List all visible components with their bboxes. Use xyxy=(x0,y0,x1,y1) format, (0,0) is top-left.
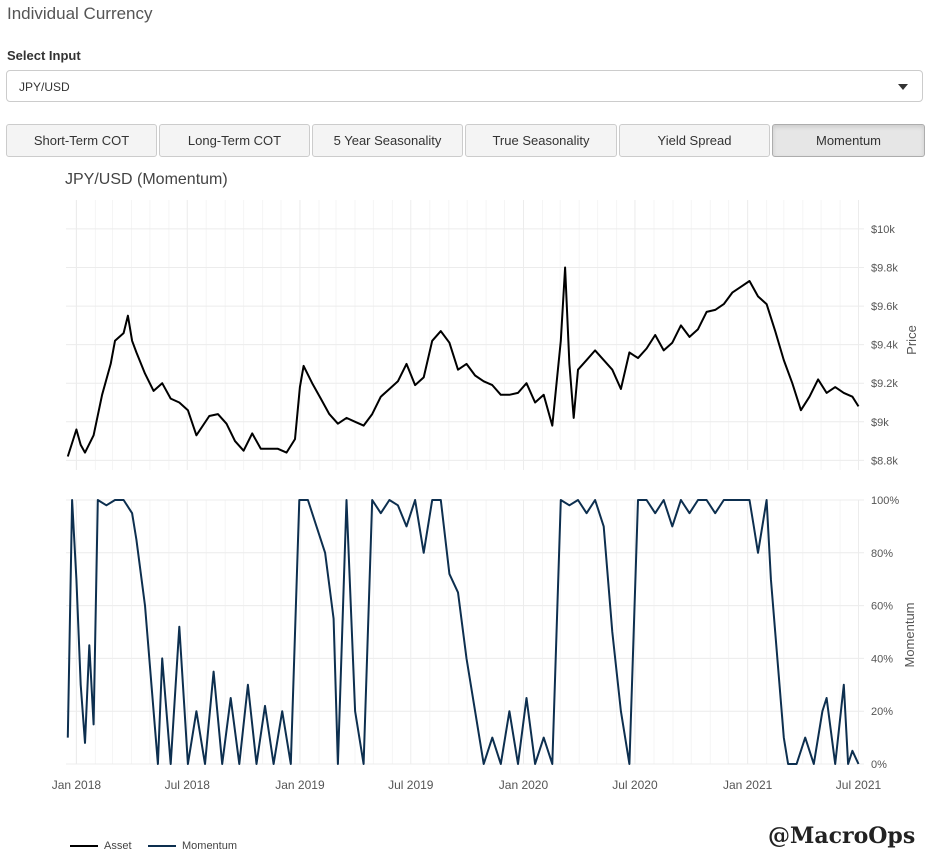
watermark-logo: @MacroOps xyxy=(768,823,916,849)
x-tick-label: Jan 2021 xyxy=(723,778,773,792)
legend-label-momentum: Momentum xyxy=(182,840,238,852)
momentum-tick-label: 0% xyxy=(871,759,887,771)
asset-line[interactable] xyxy=(66,266,860,457)
currency-select-value: JPY/USD xyxy=(19,80,70,94)
tab-momentum[interactable]: Momentum xyxy=(772,124,925,157)
momentum-axis-title: Momentum xyxy=(902,602,917,667)
page-title: Individual Currency xyxy=(7,4,153,23)
currency-select[interactable]: JPY/USD xyxy=(6,70,923,102)
price-tick-label: $8.8k xyxy=(871,455,898,467)
legend-item-momentum[interactable]: Momentum xyxy=(148,840,237,852)
momentum-tick-label: 80% xyxy=(871,548,893,560)
momentum-tick-label: 40% xyxy=(871,653,893,665)
tab-yield-spread[interactable]: Yield Spread xyxy=(619,124,770,157)
momentum-tick-label: 20% xyxy=(871,706,893,718)
tab-true-seasonality[interactable]: True Seasonality xyxy=(465,124,617,157)
legend-label-asset: Asset xyxy=(104,840,132,852)
tab-long-term-cot[interactable]: Long-Term COT xyxy=(159,124,310,157)
price-tick-label: $9.6k xyxy=(871,301,898,313)
select-input-label: Select Input xyxy=(7,48,81,63)
x-tick-label: Jan 2018 xyxy=(52,778,102,792)
x-tick-label: Jul 2018 xyxy=(165,778,211,792)
momentum-tick-label: 60% xyxy=(871,601,893,613)
x-tick-label: Jul 2019 xyxy=(388,778,434,792)
chevron-down-icon[interactable] xyxy=(898,84,908,90)
legend-swatch-asset xyxy=(70,845,98,848)
chart-title: JPY/USD (Momentum) xyxy=(65,171,228,188)
price-tick-label: $9.4k xyxy=(871,340,898,352)
price-tick-label: $9k xyxy=(871,417,889,429)
price-tick-label: $9.8k xyxy=(871,263,898,275)
x-tick-label: Jul 2021 xyxy=(836,778,882,792)
momentum-line[interactable] xyxy=(66,499,860,765)
price-tick-label: $10k xyxy=(871,224,895,236)
x-tick-label: Jul 2020 xyxy=(612,778,658,792)
price-tick-label: $9.2k xyxy=(871,378,898,390)
chart-tabs: Short-Term COT Long-Term COT 5 Year Seas… xyxy=(6,124,925,157)
tab-5-year-seasonality[interactable]: 5 Year Seasonality xyxy=(312,124,463,157)
price-axis-title: Price xyxy=(904,325,919,355)
x-tick-label: Jan 2020 xyxy=(499,778,549,792)
x-tick-label: Jan 2019 xyxy=(275,778,325,792)
momentum-tick-label: 100% xyxy=(871,495,899,507)
tab-short-term-cot[interactable]: Short-Term COT xyxy=(6,124,157,157)
legend-swatch-momentum xyxy=(148,845,176,848)
legend-item-asset[interactable]: Asset xyxy=(70,840,132,852)
